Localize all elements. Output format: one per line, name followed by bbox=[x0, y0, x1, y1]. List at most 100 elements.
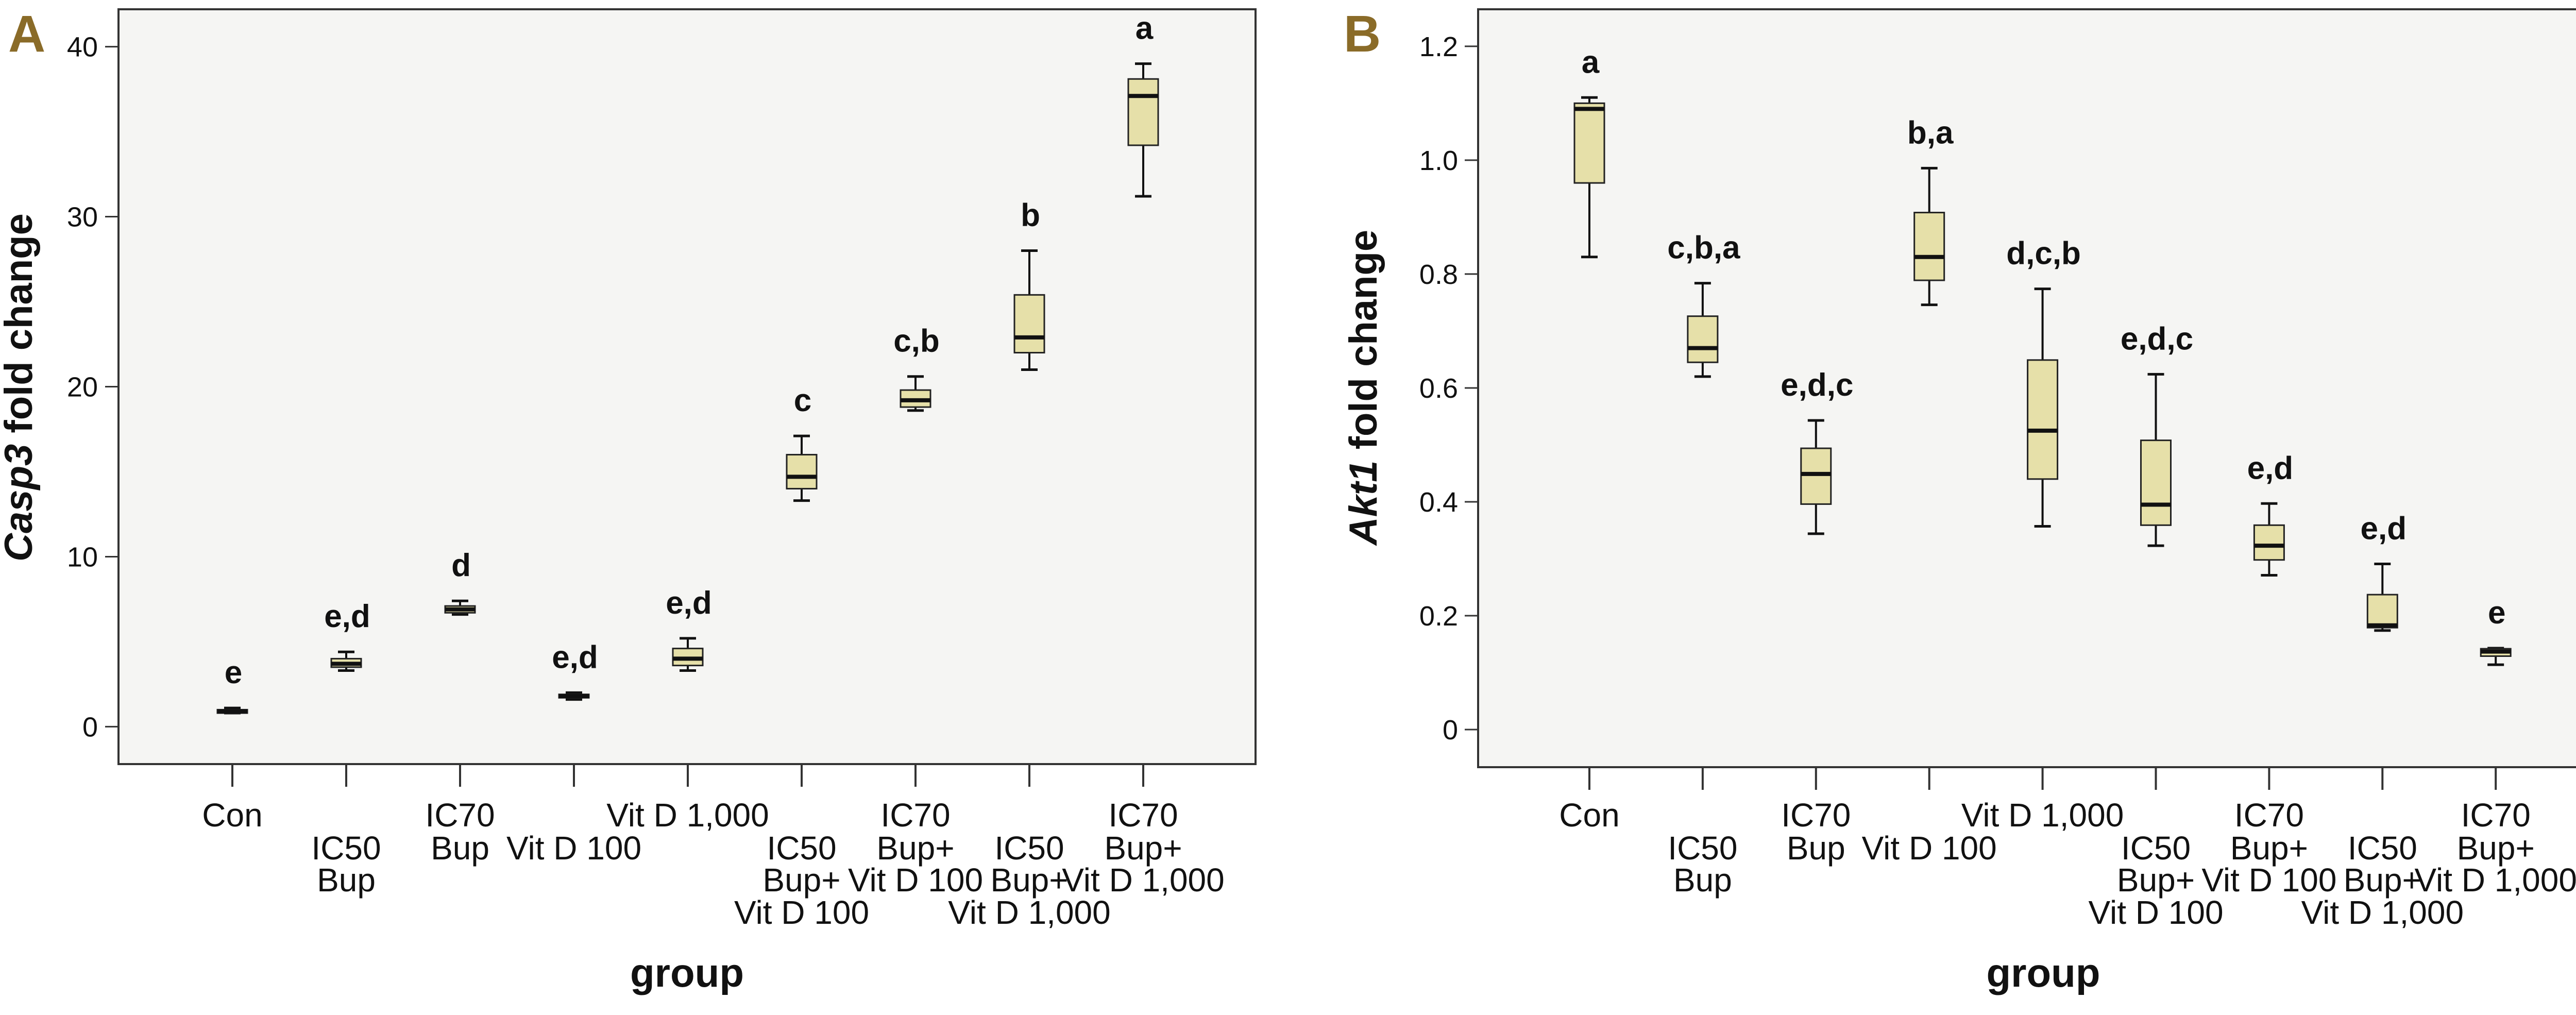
box-plot-group bbox=[2140, 373, 2172, 547]
x-category-label: Bup+ bbox=[2230, 830, 2308, 867]
iqr-box bbox=[2366, 594, 2398, 629]
y-axis-label-gene: Akt1 bbox=[1342, 460, 1385, 546]
x-category-label: Vit D 1,000 bbox=[948, 894, 1110, 931]
y-tick-label: 40 bbox=[67, 32, 98, 63]
significance-letter: e,d bbox=[666, 585, 712, 621]
x-category-label: Vit D 1,000 bbox=[1062, 861, 1224, 899]
significance-letter: e bbox=[2488, 595, 2505, 631]
box-plot-group bbox=[1573, 96, 1605, 259]
y-axis-label-text: fold change bbox=[1342, 230, 1385, 461]
x-category-label: Bup bbox=[431, 830, 489, 867]
panel-b-akt1-chart: B 0 0.2 0.4 0.6 0.8 1.0 1.2 Akt1 fold change grou… bbox=[1342, 5, 2576, 995]
panel-letter: B bbox=[1344, 5, 1381, 63]
x-category-label: Bup+ bbox=[1104, 830, 1182, 867]
y-tick-label: 0.2 bbox=[1419, 601, 1458, 632]
box-plot-group bbox=[2366, 562, 2398, 632]
iqr-box bbox=[1913, 212, 1945, 281]
iqr-box bbox=[2140, 439, 2172, 526]
significance-letter: b,a bbox=[1907, 115, 1954, 150]
iqr-box bbox=[1013, 294, 1045, 354]
x-category-label: Vit D 100 bbox=[2201, 861, 2336, 899]
box-plot-group bbox=[1913, 166, 1945, 307]
x-category-label: Vit D 1,000 bbox=[606, 797, 769, 834]
significance-letter: e,d bbox=[2361, 511, 2407, 546]
y-tick-label: 0.4 bbox=[1419, 487, 1458, 518]
box-plot-group bbox=[2480, 647, 2512, 666]
y-tick-label: 20 bbox=[67, 372, 98, 403]
box-plot-group bbox=[216, 706, 248, 715]
x-category-label: Bup+ bbox=[2457, 830, 2535, 867]
x-category-label: IC50 bbox=[767, 830, 836, 867]
box-plot-group bbox=[900, 375, 931, 412]
panel-a-casp3-chart: A 0 10 20 30 40 Casp3 fold change group Con e IC50… bbox=[0, 5, 1257, 995]
x-category-label: Con bbox=[1559, 797, 1619, 834]
significance-letter: a bbox=[1136, 11, 1154, 46]
x-category-label: Vit D 100 bbox=[734, 894, 869, 931]
x-category-label: Vit D 100 bbox=[848, 861, 983, 899]
box-plot-group bbox=[2027, 287, 2059, 528]
x-category-label: IC50 bbox=[1668, 830, 1737, 867]
significance-letter: e bbox=[225, 655, 242, 690]
box-plot-group bbox=[2253, 502, 2285, 577]
significance-letter: e,d bbox=[2247, 450, 2294, 486]
iqr-box bbox=[2027, 359, 2059, 480]
significance-letter: a bbox=[1582, 44, 1600, 80]
x-category-label: Bup+ bbox=[990, 861, 1068, 899]
box-plot-group bbox=[444, 599, 476, 616]
y-tick-label: 0.6 bbox=[1419, 373, 1458, 404]
significance-letter: d,c,b bbox=[2006, 236, 2081, 272]
iqr-box bbox=[1127, 78, 1159, 146]
x-category-label: Vit D 100 bbox=[2088, 894, 2223, 931]
iqr-box bbox=[1687, 315, 1719, 363]
box-plot-group bbox=[330, 650, 362, 672]
x-category-label: IC70 bbox=[425, 797, 495, 834]
x-category-label: Bup+ bbox=[2344, 861, 2421, 899]
x-category-label: IC70 bbox=[880, 797, 950, 834]
iqr-box bbox=[786, 453, 818, 489]
x-category-label: IC50 bbox=[311, 830, 381, 867]
y-tick-label: 0.8 bbox=[1419, 259, 1458, 290]
box-plot-group bbox=[1687, 282, 1719, 378]
box-plot-group bbox=[786, 434, 818, 502]
x-category-label: Bup bbox=[1787, 830, 1845, 867]
box-plot-group bbox=[558, 691, 590, 701]
x-category-label: Vit D 1,000 bbox=[2414, 861, 2576, 899]
significance-letter: e,d bbox=[552, 639, 598, 675]
x-category-label: Vit D 100 bbox=[1862, 830, 1997, 867]
iqr-box bbox=[1800, 447, 1832, 505]
x-axis-label: group bbox=[630, 950, 744, 995]
x-category-label: Vit D 1,000 bbox=[1961, 797, 2124, 834]
significance-letter: c,b bbox=[893, 324, 940, 359]
y-tick-label: 1.0 bbox=[1419, 145, 1458, 176]
panel-letter: A bbox=[8, 5, 45, 63]
significance-letter: c,b,a bbox=[1667, 230, 1740, 266]
x-category-label: Vit D 1,000 bbox=[2301, 894, 2464, 931]
x-category-label: IC70 bbox=[1108, 797, 1178, 834]
significance-letter: e,d,c bbox=[1781, 367, 1853, 403]
x-category-label: Bup bbox=[317, 861, 376, 899]
x-category-label: IC50 bbox=[2348, 830, 2417, 867]
iqr-box bbox=[2253, 524, 2285, 561]
iqr-box bbox=[1573, 102, 1605, 184]
y-tick-label: 0 bbox=[1443, 715, 1458, 746]
x-category-label: Con bbox=[202, 797, 262, 834]
y-axis-label: Akt1 fold change bbox=[1342, 230, 1385, 546]
x-category-label: IC70 bbox=[2461, 797, 2531, 834]
x-category-label: IC70 bbox=[1781, 797, 1851, 834]
y-axis-label-gene: Casp3 bbox=[0, 444, 41, 562]
significance-letter: d bbox=[451, 548, 471, 583]
x-category-label: IC70 bbox=[2234, 797, 2304, 834]
x-axis-label: group bbox=[1987, 950, 2100, 995]
significance-letter: e,d,c bbox=[2121, 321, 2193, 357]
y-tick-label: 30 bbox=[67, 202, 98, 233]
box-plot-group bbox=[1800, 419, 1832, 535]
y-tick-label: 0 bbox=[82, 712, 98, 742]
x-category-label: Bup+ bbox=[2117, 861, 2195, 899]
x-category-label: Bup bbox=[1673, 861, 1732, 899]
y-axis-label-text: fold change bbox=[0, 213, 41, 444]
x-category-label: Bup+ bbox=[762, 861, 840, 899]
y-axis-label: Casp3 fold change bbox=[0, 213, 41, 562]
y-tick-label: 10 bbox=[67, 542, 98, 572]
x-category-label: IC50 bbox=[2121, 830, 2191, 867]
